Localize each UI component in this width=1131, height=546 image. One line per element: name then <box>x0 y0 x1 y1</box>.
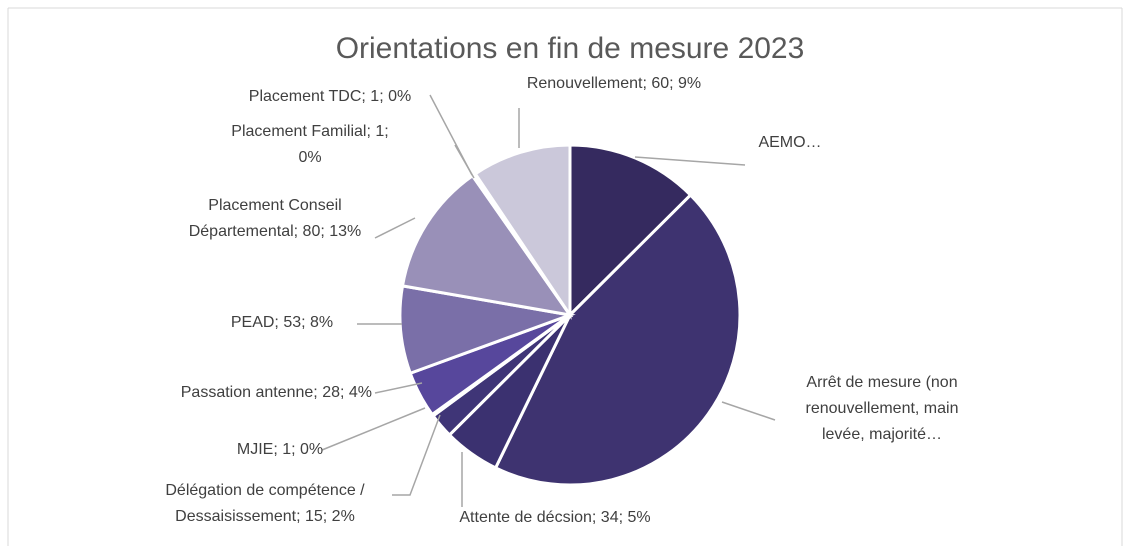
data-label: Renouvellement; 60; 9% <box>527 75 701 92</box>
pie-slice <box>473 143 572 320</box>
leader-line <box>721 401 776 421</box>
data-label-line: 0% <box>298 149 321 166</box>
data-label-line: levée, majorité… <box>822 426 942 443</box>
data-label: Placement Conseil Départemental; 80; 13% <box>189 197 362 240</box>
data-label-line: MJIE; 1; 0% <box>237 441 323 458</box>
data-label-line: Départemental; 80; 13% <box>189 223 362 240</box>
data-label: Placement Familial; 1; 0% <box>231 123 388 166</box>
data-label-line: renouvellement, main <box>806 400 959 417</box>
data-label: PEAD; 53; 8% <box>231 314 333 331</box>
leader-line <box>634 156 746 166</box>
data-label: Délégation de compétence / Dessaisissemen… <box>165 482 365 525</box>
data-label-line: Arrêt de mesure (non <box>806 374 957 391</box>
data-label: Placement TDC; 1; 0% <box>249 88 411 105</box>
leader-line <box>392 414 441 496</box>
data-label: Attente de décsion; 34; 5% <box>459 509 650 526</box>
data-label: Arrêt de mesure (non renouvellement, main… <box>806 374 959 443</box>
pie-slice <box>568 143 693 319</box>
pie-slice <box>493 192 742 487</box>
leader-line <box>321 407 426 451</box>
data-label: Passation antenne; 28; 4% <box>181 384 372 401</box>
data-label: MJIE; 1; 0% <box>237 441 323 458</box>
data-label: AEMO… <box>758 134 821 151</box>
data-label-line: Placement Familial; 1; <box>231 123 388 140</box>
pie-slice <box>400 173 574 318</box>
leader-line <box>429 94 473 176</box>
leader-line <box>374 382 423 394</box>
leader-line <box>374 217 416 239</box>
data-label-line: PEAD; 53; 8% <box>231 314 333 331</box>
data-label-line: Placement Conseil <box>208 197 341 214</box>
data-label-line: Délégation de compétence / <box>165 482 365 499</box>
data-label-line: Passation antenne; 28; 4% <box>181 384 372 401</box>
data-label-line: Placement TDC; 1; 0% <box>249 88 411 105</box>
data-label-line: Dessaisissement; 15; 2% <box>175 508 355 525</box>
data-label-line: Attente de décsion; 34; 5% <box>459 509 650 526</box>
data-label-line: AEMO… <box>758 134 821 151</box>
data-label-line: Renouvellement; 60; 9% <box>527 75 701 92</box>
chart-title: Orientations en fin de mesure 2023 <box>336 32 805 65</box>
